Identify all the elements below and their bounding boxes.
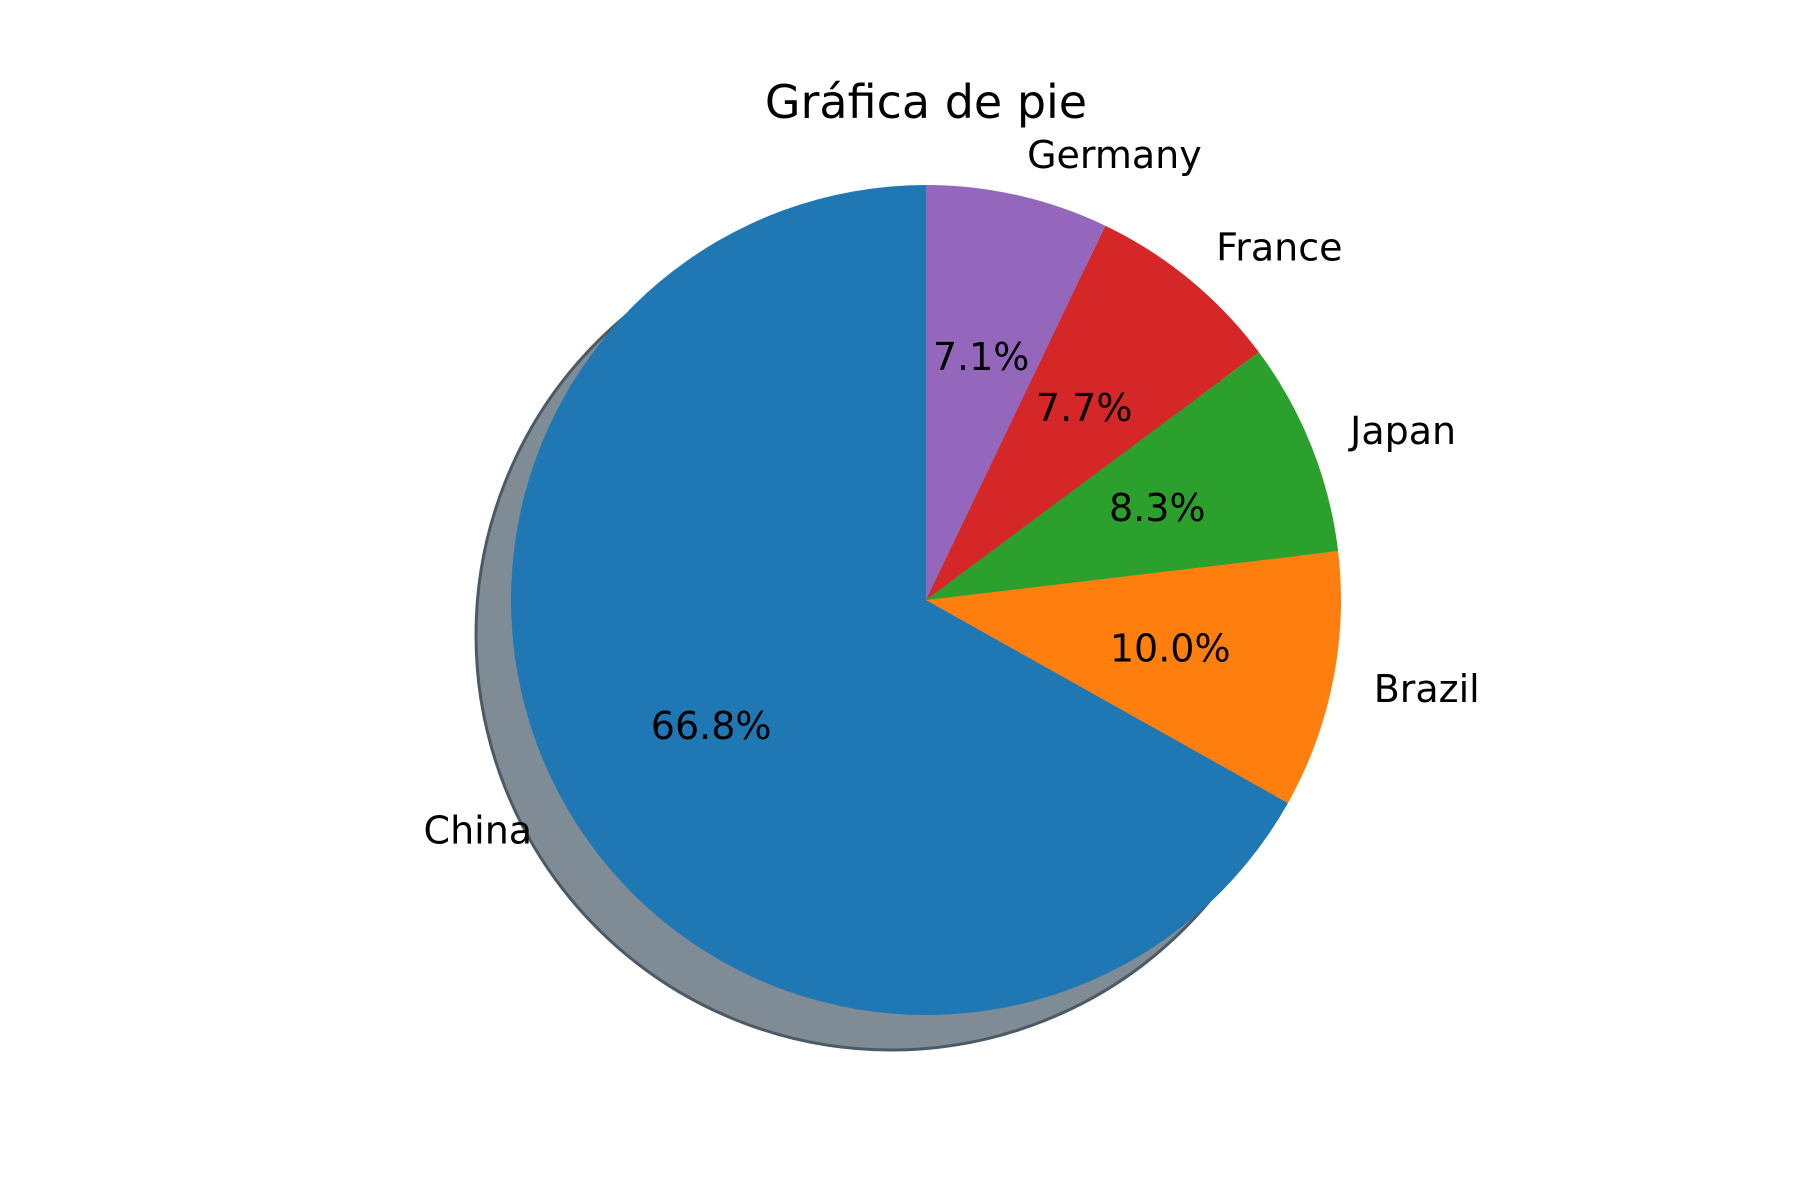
slice-percent-japan: 8.3% (1109, 486, 1206, 530)
pie-slice-france (926, 225, 1259, 600)
slice-label-france: France (1216, 226, 1342, 270)
slice-percent-brazil: 10.0% (1110, 627, 1231, 671)
pie-slice-china (511, 185, 1288, 1016)
pie-slice-germany (926, 185, 1106, 600)
slice-percent-germany: 7.1% (933, 335, 1030, 379)
pie-slices (511, 185, 1342, 1016)
slice-label-brazil: Brazil (1374, 667, 1480, 711)
slice-label-japan: Japan (1348, 409, 1456, 453)
slice-label-china: China (424, 809, 533, 853)
slice-percent-france: 7.7% (1036, 386, 1133, 430)
slice-percent-china: 66.8% (651, 704, 772, 748)
pie-labels: China 66.8% Brazil 10.0% Japan 8.3% France 7.7%… (424, 133, 1480, 853)
chart-title: Gráfica de pie (765, 75, 1087, 129)
pie-slice-japan (926, 352, 1339, 600)
pie-slice-brazil (926, 551, 1342, 803)
slice-label-germany: Germany (1027, 133, 1202, 177)
